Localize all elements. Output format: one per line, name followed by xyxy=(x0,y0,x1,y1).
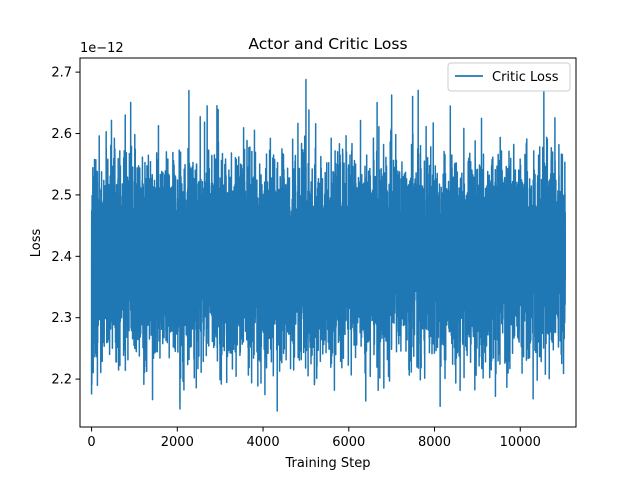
y-axis-title: Loss xyxy=(29,229,44,258)
y-tick-label: 2.6 xyxy=(51,127,72,142)
y-tick-label: 2.4 xyxy=(51,250,72,265)
x-tick-label: 4000 xyxy=(247,435,280,450)
x-tick-label: 6000 xyxy=(332,435,365,450)
plot-frame xyxy=(79,57,577,428)
series-line-critic-loss xyxy=(90,78,567,412)
legend-label-critic-loss: Critic Loss xyxy=(492,70,559,85)
y-tick-label: 2.5 xyxy=(51,188,72,203)
y-tick-label: 2.2 xyxy=(51,373,72,388)
series-critic-loss xyxy=(90,78,567,412)
y-axis: 2.2 2.3 2.4 2.5 2.6 2.7 xyxy=(51,66,80,388)
legend: Critic Loss xyxy=(447,62,571,92)
y-tick-label: 2.3 xyxy=(51,311,72,326)
x-axis-title: Training Step xyxy=(284,456,370,471)
y-offset-text: 1e−12 xyxy=(80,41,124,56)
x-tick-label: 0 xyxy=(87,435,95,450)
chart-title: Actor and Critic Loss xyxy=(248,35,407,53)
x-tick-label: 2000 xyxy=(161,435,194,450)
x-tick-label: 8000 xyxy=(418,435,451,450)
x-axis: 0 2000 4000 6000 8000 10000 xyxy=(87,427,541,450)
legend-box xyxy=(447,62,571,92)
x-tick-label: 10000 xyxy=(500,435,541,450)
y-tick-label: 2.7 xyxy=(51,66,72,81)
